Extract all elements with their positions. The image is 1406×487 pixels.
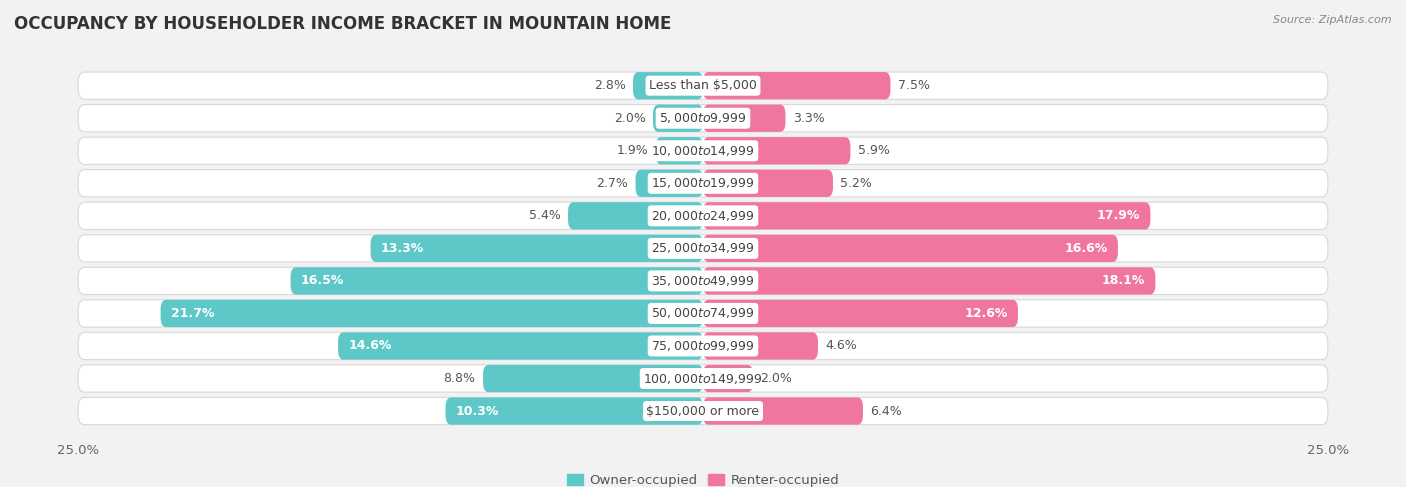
Text: 2.0%: 2.0% [761,372,793,385]
Text: 1.9%: 1.9% [616,144,648,157]
FancyBboxPatch shape [79,202,1327,229]
FancyBboxPatch shape [79,365,1327,392]
Text: $35,000 to $49,999: $35,000 to $49,999 [651,274,755,288]
FancyBboxPatch shape [652,105,703,132]
FancyBboxPatch shape [703,105,786,132]
FancyBboxPatch shape [337,332,703,359]
Text: 21.7%: 21.7% [170,307,214,320]
FancyBboxPatch shape [636,169,703,197]
Text: 3.3%: 3.3% [793,112,825,125]
FancyBboxPatch shape [79,332,1327,359]
Text: 18.1%: 18.1% [1102,274,1146,287]
FancyBboxPatch shape [703,300,1018,327]
Text: 12.6%: 12.6% [965,307,1008,320]
FancyBboxPatch shape [703,397,863,425]
FancyBboxPatch shape [79,235,1327,262]
Text: Source: ZipAtlas.com: Source: ZipAtlas.com [1274,15,1392,25]
Text: 8.8%: 8.8% [443,372,475,385]
FancyBboxPatch shape [79,397,1327,425]
Text: $10,000 to $14,999: $10,000 to $14,999 [651,144,755,158]
FancyBboxPatch shape [703,72,890,99]
FancyBboxPatch shape [703,332,818,359]
Text: 17.9%: 17.9% [1097,209,1140,223]
Text: $25,000 to $34,999: $25,000 to $34,999 [651,242,755,255]
Text: $15,000 to $19,999: $15,000 to $19,999 [651,176,755,190]
FancyBboxPatch shape [79,72,1327,99]
FancyBboxPatch shape [703,202,1150,229]
FancyBboxPatch shape [703,235,1118,262]
Text: 16.6%: 16.6% [1064,242,1108,255]
FancyBboxPatch shape [79,169,1327,197]
FancyBboxPatch shape [568,202,703,229]
Text: $150,000 or more: $150,000 or more [647,405,759,417]
Text: $5,000 to $9,999: $5,000 to $9,999 [659,111,747,125]
Text: 5.2%: 5.2% [841,177,872,190]
Legend: Owner-occupied, Renter-occupied: Owner-occupied, Renter-occupied [561,469,845,487]
Text: $100,000 to $149,999: $100,000 to $149,999 [644,372,762,386]
FancyBboxPatch shape [703,137,851,165]
Text: $75,000 to $99,999: $75,000 to $99,999 [651,339,755,353]
FancyBboxPatch shape [79,137,1327,165]
FancyBboxPatch shape [633,72,703,99]
FancyBboxPatch shape [446,397,703,425]
Text: 13.3%: 13.3% [381,242,423,255]
FancyBboxPatch shape [703,365,754,392]
FancyBboxPatch shape [371,235,703,262]
Text: 14.6%: 14.6% [349,339,391,353]
FancyBboxPatch shape [703,267,1156,295]
FancyBboxPatch shape [484,365,703,392]
FancyBboxPatch shape [79,267,1327,295]
Text: $50,000 to $74,999: $50,000 to $74,999 [651,306,755,320]
FancyBboxPatch shape [79,105,1327,132]
Text: 16.5%: 16.5% [301,274,344,287]
FancyBboxPatch shape [703,169,832,197]
FancyBboxPatch shape [160,300,703,327]
Text: 4.6%: 4.6% [825,339,858,353]
FancyBboxPatch shape [79,300,1327,327]
Text: 2.8%: 2.8% [593,79,626,92]
Text: 2.0%: 2.0% [613,112,645,125]
Text: Less than $5,000: Less than $5,000 [650,79,756,92]
Text: 5.4%: 5.4% [529,209,561,223]
Text: 2.7%: 2.7% [596,177,628,190]
Text: 10.3%: 10.3% [456,405,499,417]
Text: $20,000 to $24,999: $20,000 to $24,999 [651,209,755,223]
FancyBboxPatch shape [655,137,703,165]
Text: OCCUPANCY BY HOUSEHOLDER INCOME BRACKET IN MOUNTAIN HOME: OCCUPANCY BY HOUSEHOLDER INCOME BRACKET … [14,15,672,33]
FancyBboxPatch shape [291,267,703,295]
Text: 6.4%: 6.4% [870,405,903,417]
Text: 5.9%: 5.9% [858,144,890,157]
Text: 7.5%: 7.5% [898,79,929,92]
